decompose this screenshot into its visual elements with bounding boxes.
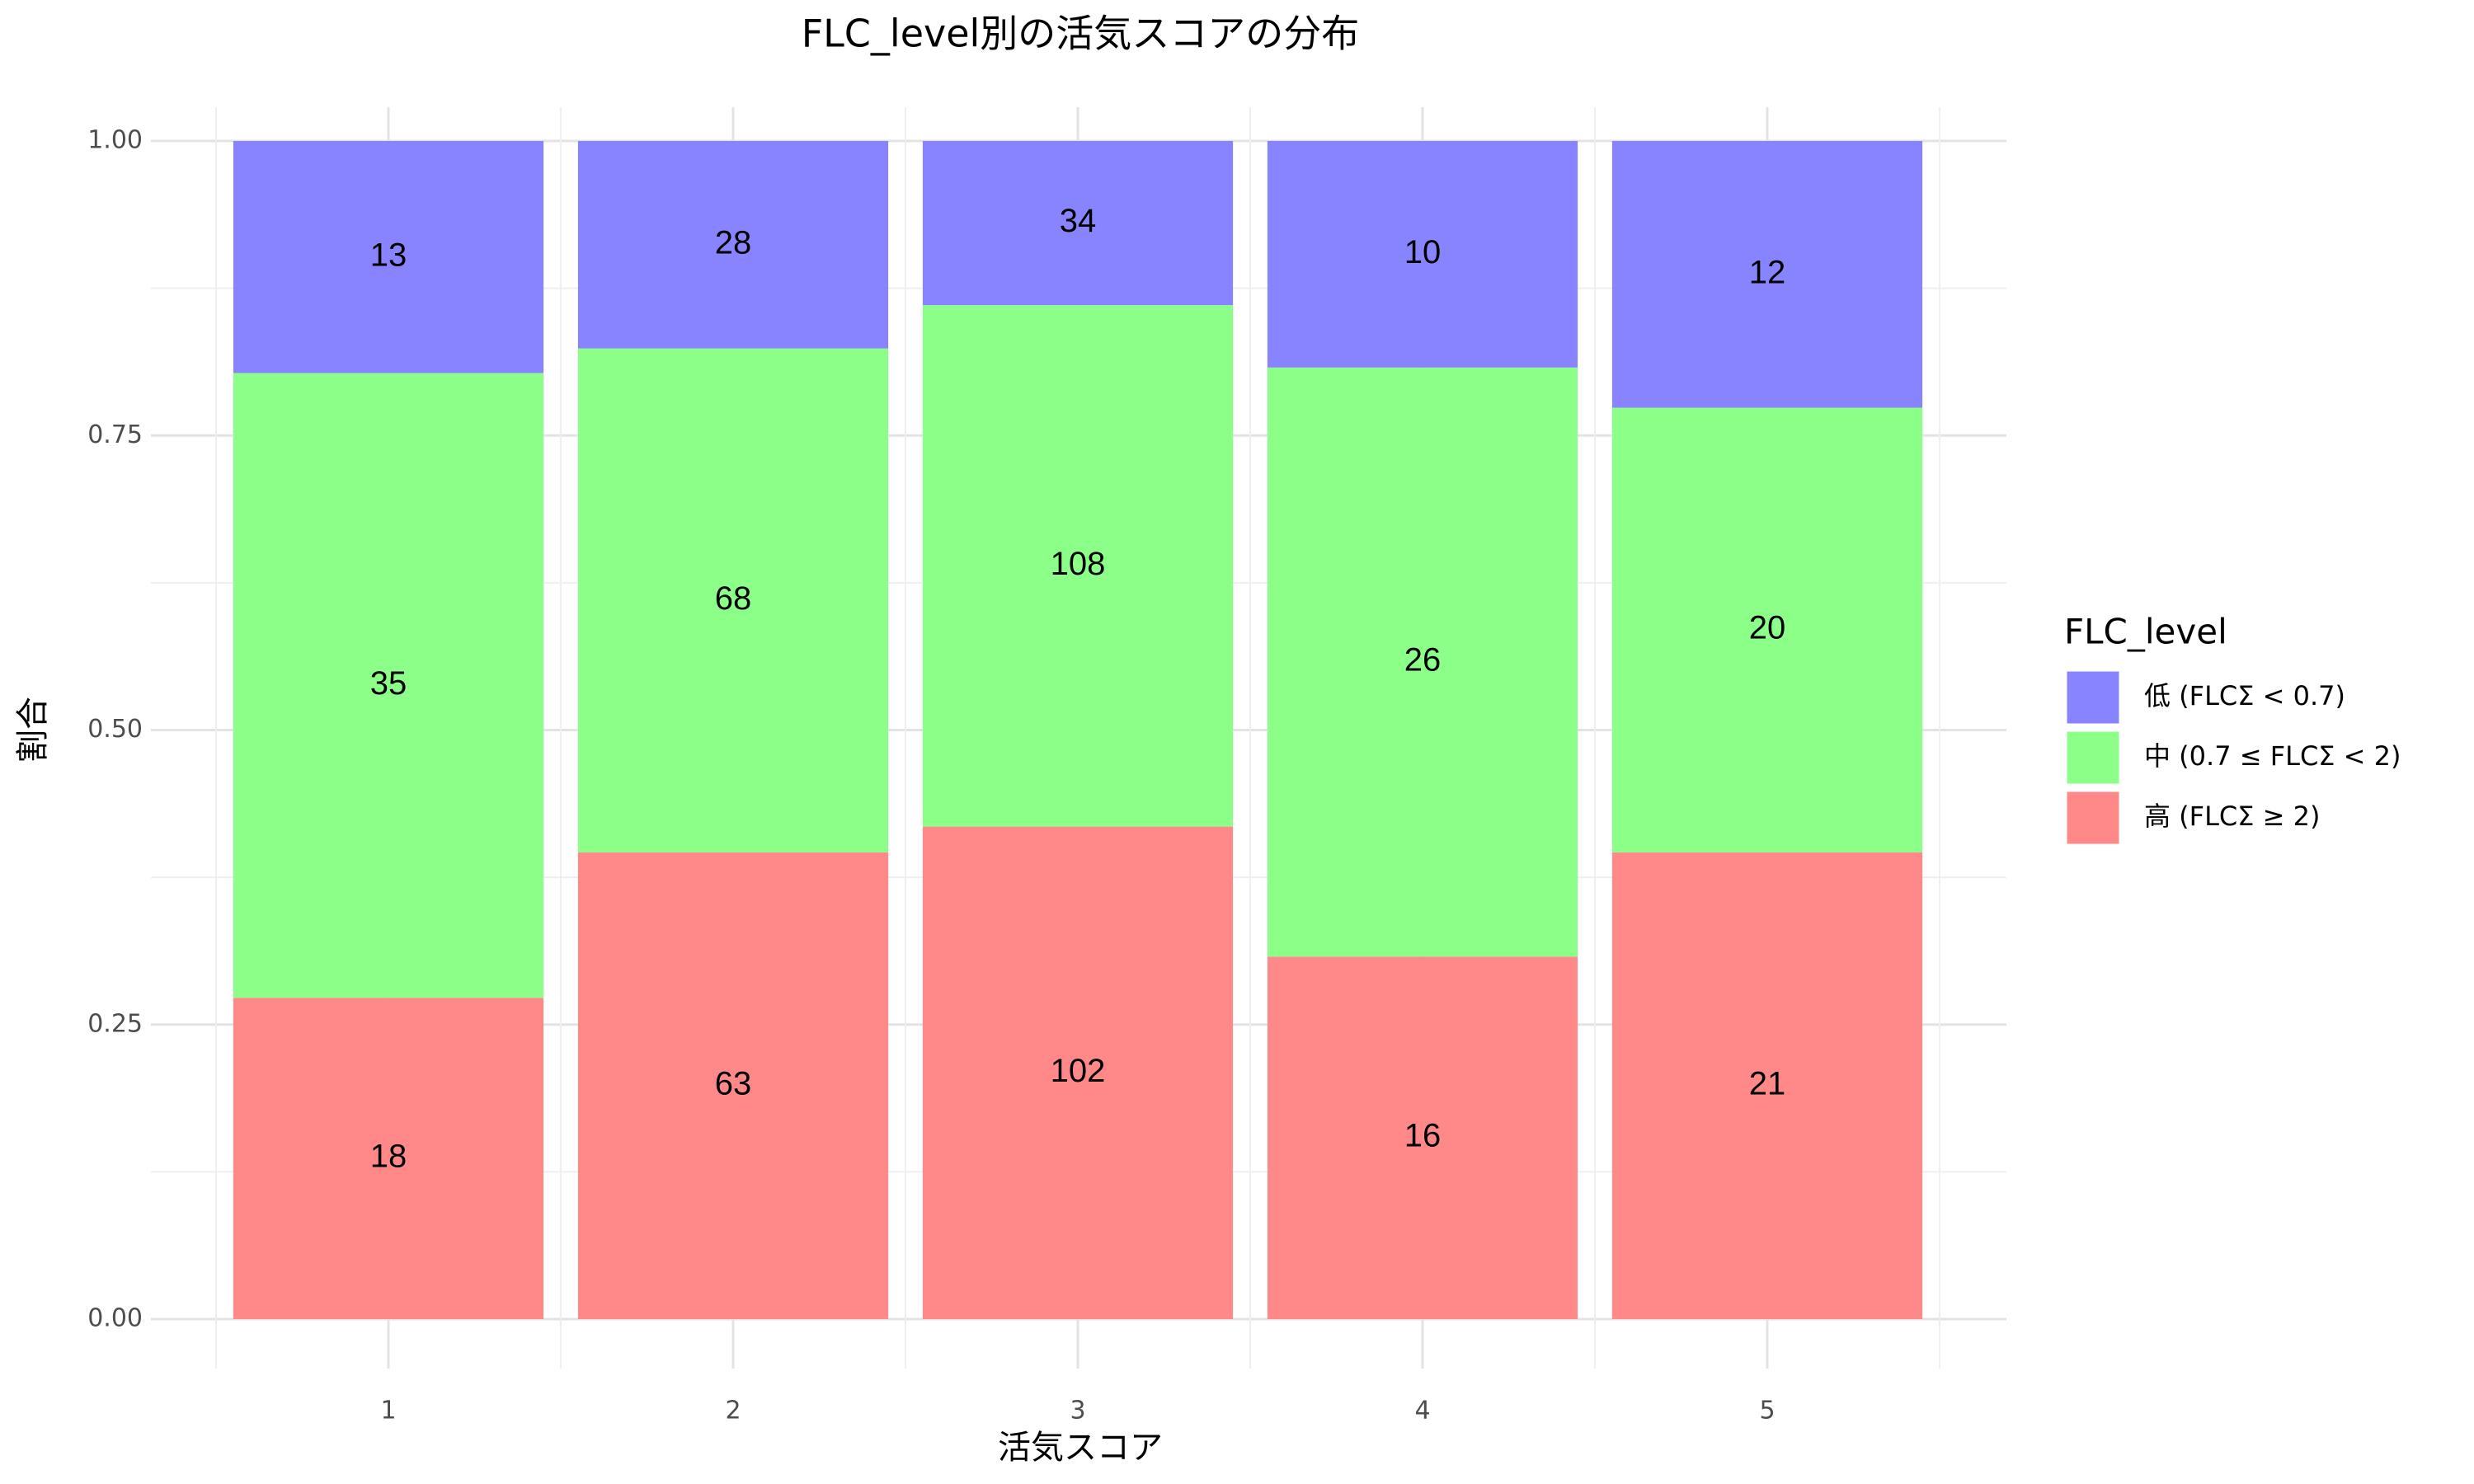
bars: 18 35 13 63 68 28 102 108 34 16 26 10 21 20 12	[233, 141, 1923, 1319]
bar-segment	[577, 141, 889, 349]
x-tick-label: 3	[1070, 1397, 1085, 1425]
data-label: 20	[1749, 610, 1786, 646]
bar-segment	[233, 373, 544, 998]
data-label: 21	[1749, 1065, 1786, 1101]
legend-title: FLC_level	[2064, 612, 2227, 652]
data-label: 18	[370, 1139, 407, 1175]
bar-segment	[233, 998, 544, 1319]
x-tick-label: 5	[1759, 1397, 1775, 1425]
bar-segment	[1267, 141, 1578, 368]
legend: FLC_level 低 (FLCΣ < 0.7) 中 (0.7 ≤ FLCΣ < …	[2064, 612, 2401, 847]
bar-segment	[577, 348, 889, 852]
legend-swatch	[2064, 789, 2122, 847]
bar-segment	[1611, 852, 1923, 1319]
x-tick-label: 2	[725, 1397, 741, 1425]
data-label: 13	[370, 237, 407, 273]
legend-label: 中 (0.7 ≤ FLCΣ < 2)	[2144, 740, 2401, 772]
y-tick-label: 0.50	[87, 715, 143, 744]
bar-segment	[1611, 407, 1923, 852]
bar-segment	[1611, 141, 1923, 408]
bar-segment	[922, 826, 1234, 1319]
y-tick-label: 0.25	[87, 1009, 143, 1038]
legend-swatch	[2064, 669, 2122, 726]
bar-segment	[922, 141, 1234, 306]
legend-swatch	[2064, 729, 2122, 787]
data-label: 102	[1051, 1053, 1106, 1089]
data-label: 35	[370, 665, 407, 702]
legend-label: 高 (FLCΣ ≥ 2)	[2144, 801, 2320, 832]
y-tick-label: 1.00	[87, 126, 143, 155]
chart-title: FLC_level別の活気スコアの分布	[802, 12, 1360, 56]
y-tick-label: 0.75	[87, 420, 143, 449]
data-label: 28	[715, 224, 752, 261]
data-label: 26	[1404, 642, 1442, 679]
data-label: 16	[1404, 1118, 1442, 1154]
bar-segment	[233, 141, 544, 373]
x-tick-label: 1	[380, 1397, 396, 1425]
bar-segment	[1267, 956, 1578, 1319]
data-label: 10	[1404, 234, 1442, 270]
bar-segment	[577, 852, 889, 1319]
bar-segment	[1267, 367, 1578, 957]
x-axis-title: 活気スコア	[998, 1429, 1163, 1467]
y-axis-title: 割合	[14, 697, 52, 763]
data-label: 63	[715, 1065, 752, 1101]
legend-label: 低 (FLCΣ < 0.7)	[2144, 680, 2345, 711]
data-label: 108	[1051, 546, 1106, 582]
data-label: 34	[1060, 203, 1097, 239]
data-label: 12	[1749, 254, 1786, 290]
y-tick-label: 0.00	[87, 1304, 143, 1333]
data-label: 68	[715, 580, 752, 617]
bar-segment	[922, 305, 1234, 827]
x-tick-label: 4	[1414, 1397, 1430, 1425]
